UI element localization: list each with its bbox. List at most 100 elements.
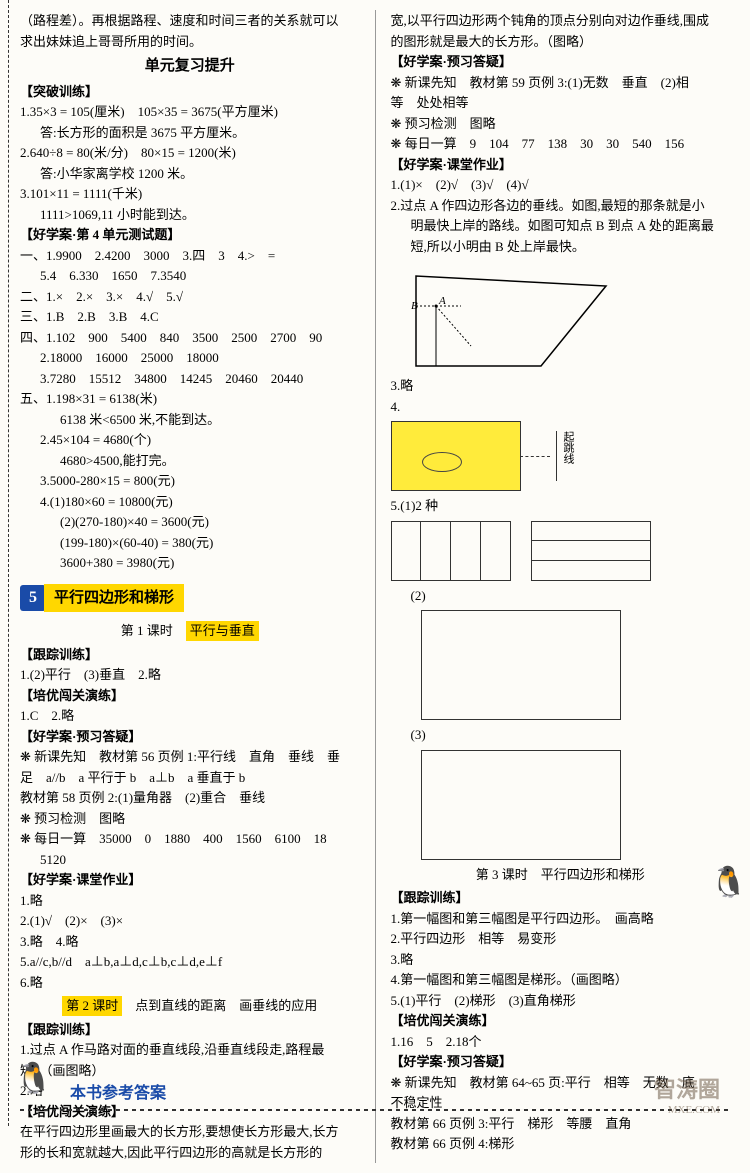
genzong2-title: 【跟踪训练】 [20,1020,360,1040]
text-line: 形的长和宽就越大,因此平行四边形的高就是长方形的 [20,1143,360,1163]
text-line: 3.101×11 = 1111(千米) [20,184,360,204]
lesson-name: 点到直线的距离 画垂线的应用 [135,998,317,1013]
left-dashed-border [8,0,9,1126]
text-line: 求出妹妹追上哥哥所用的时间。 [20,32,360,52]
text-line: 5120 [20,850,360,870]
text-line: 1.略 [20,891,360,911]
text-line: ❋ 预习检测 图略 [20,809,360,829]
watermark-sub: MXE.COM [668,1102,720,1119]
yellow-box [391,421,521,491]
haoxue-title: 【好学案·预习答疑】 [391,52,731,72]
spiral-icon [422,452,462,472]
square-figure-2 [421,610,621,720]
text-line: 1.35×3 = 105(厘米) 105×35 = 3675(平方厘米) [20,102,360,122]
right-column: 宽,以平行四边形两个钝角的顶点分别向对边作垂线,围成 的图形就是最大的长方形。（… [391,10,731,1163]
text-line: 1.第一幅图和第三幅图是平行四边形。 画高略 [391,909,731,929]
text-line: 短。（画图略） [20,1061,360,1081]
text-line: 在平行四边形里画最大的长方形,要想使长方形最大,长方 [20,1122,360,1142]
grid-3-rows [531,521,651,581]
text-line: 3.略 [391,950,731,970]
text-line: 3.5000-280×15 = 800(元) [20,471,360,491]
grid-figure-1 [391,521,731,581]
page-content: （路程差）。再根据路程、速度和时间三者的关系就可以 求出妹妹追上哥哥所用的时间。… [0,0,750,1173]
text-line: 1.过点 A 作马路对面的垂直线段,沿垂直线段走,路程最 [20,1040,360,1060]
text-line: 5.(1)2 种 [391,496,731,516]
grid-4-columns [391,521,511,581]
peiyou3-title: 【培优闯关演练】 [391,1011,731,1031]
genzong-title: 【跟踪训练】 [20,645,360,665]
text-line: 4.第一幅图和第三幅图是梯形。（画图略） [391,970,731,990]
ketang-title: 【好学案·课堂作业】 [391,155,731,175]
text-line: 4. [391,397,731,417]
text-line: ❋ 新课先知 教材第 56 页例 1:平行线 直角 垂线 垂 [20,747,360,767]
text-line: 三、1.B 2.B 3.B 4.C [20,307,360,327]
text-line: 1.(1)× (2)√ (3)√ (4)√ [391,175,731,195]
text-line: 等 处处相等 [391,93,731,113]
text-line: 3.略 4.略 [20,932,360,952]
genzong3-title: 【跟踪训练】 [391,888,731,908]
text-line: 1.C 2.略 [20,706,360,726]
text-line: (199-180)×(60-40) = 380(元) [20,533,360,553]
text-line: 4680>4500,能打完。 [20,451,360,471]
lesson-2-title: 第 2 课时 点到直线的距离 画垂线的应用 [20,996,360,1016]
chapter-number: 5 [20,585,46,611]
text-line: 答:长方形的面积是 3675 平方厘米。 [20,123,360,143]
text-line: 一、1.9900 2.4200 3000 3.四 3 4.> = [20,246,360,266]
square-figure-3 [421,750,621,860]
lesson-name: 平行四边形和梯形 [541,867,645,882]
yellow-rect-figure: 起跳线 [391,421,731,491]
text-line: 2.18000 16000 25000 18000 [20,348,360,368]
text-line: 2.45×104 = 4680(个) [20,430,360,450]
text-line: 1.(2)平行 (3)垂直 2.略 [20,665,360,685]
text-line: ❋ 新课先知 教材第 59 页例 3:(1)无数 垂直 (2)相 [391,73,731,93]
footer-divider [20,1109,730,1111]
text-line: 足 a//b a 平行于 b a⊥b a 垂直于 b [20,768,360,788]
text-line: 二、1.× 2.× 3.× 4.√ 5.√ [20,287,360,307]
text-line: ❋ 每日一算 35000 0 1880 400 1560 6100 18 [20,829,360,849]
footer-title: 本书参考答案 [20,1082,730,1106]
text-line: (2)(270-180)×40 = 3600(元) [20,512,360,532]
text-line: 2.(1)√ (2)× (3)× [20,911,360,931]
text-line: 5.(1)平行 (2)梯形 (3)直角梯形 [391,991,731,1011]
lesson-num: 第 2 课时 [62,996,122,1016]
haoxue3-title: 【好学案·预习答疑】 [391,1052,731,1072]
text-line: 五、1.198×31 = 6138(米) [20,389,360,409]
jump-label: 起跳线 [556,431,577,481]
column-divider [375,10,376,1163]
text-line: 教材第 66 页例 4:梯形 [391,1134,731,1154]
text-line: 1.16 5 2.18个 [391,1032,731,1052]
page-footer: 本书参考答案 [20,1082,730,1111]
text-line: 四、1.102 900 5400 840 3500 2500 2700 90 [20,328,360,348]
text-line: 3.略 [391,376,731,396]
lesson-3-title: 第 3 课时 平行四边形和梯形 [391,865,731,885]
text-line: ❋ 预习检测 图略 [391,114,731,134]
chapter-title: 平行四边形和梯形 [44,584,184,613]
text-line: 6138 米<6500 米,不能到达。 [20,410,360,430]
cartoon-icon: 🐧 [710,860,745,900]
tupo-title: 【突破训练】 [20,82,360,102]
text-line: 6.略 [20,973,360,993]
unit4-test-title: 【好学案·第 4 单元测试题】 [20,225,360,245]
text-line: 短,所以小明由 B 处上岸最快。 [391,237,731,257]
lesson-num: 第 3 课时 [476,867,528,882]
unit-review-title: 单元复习提升 [20,55,360,78]
text-line: 2.过点 A 作四边形各边的垂线。如图,最短的那条就是小 [391,196,731,216]
lesson-num: 第 1 课时 [121,623,173,638]
text-line: 的图形就是最大的长方形。（图略） [391,32,731,52]
text-line: 2.平行四边形 相等 易变形 [391,929,731,949]
text-line: 答:小华家离学校 1200 米。 [20,164,360,184]
lesson-1-title: 第 1 课时 平行与垂直 [20,621,360,641]
lesson-name: 平行与垂直 [186,621,259,641]
sub-label: (3) [391,725,731,745]
peiyou-title: 【培优闯关演练】 [20,686,360,706]
left-column: （路程差）。再根据路程、速度和时间三者的关系就可以 求出妹妹追上哥哥所用的时间。… [20,10,360,1163]
text-line: 3.7280 15512 34800 14245 20460 20440 [20,369,360,389]
text-line: 宽,以平行四边形两个钝角的顶点分别向对边作垂线,围成 [391,11,731,31]
text-line: 5.a//c,b//d a⊥b,a⊥d,c⊥b,c⊥d,e⊥f [20,952,360,972]
text-line: 教材第 58 页例 2:(1)量角器 (2)重合 垂线 [20,788,360,808]
text-line: 1111>1069,11 小时能到达。 [20,205,360,225]
text-line: 5.4 6.330 1650 7.3540 [20,266,360,286]
text-line: ❋ 每日一算 9 104 77 138 30 30 540 156 [391,134,731,154]
svg-text:B: B [411,300,418,312]
text-line: （路程差）。再根据路程、速度和时间三者的关系就可以 [20,11,360,31]
